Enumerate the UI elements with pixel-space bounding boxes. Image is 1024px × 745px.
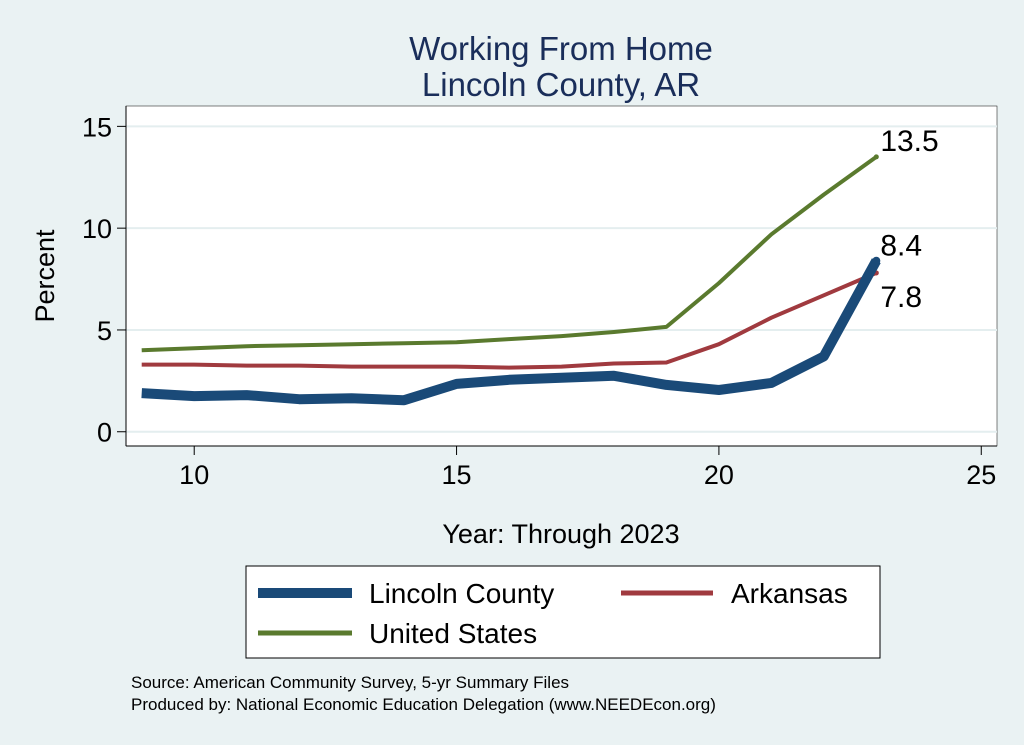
y-axis-ticks: 0 5 10 15 bbox=[82, 112, 126, 448]
end-label-united-states: 13.5 bbox=[880, 125, 938, 158]
x-axis-ticks: 10 15 20 25 bbox=[179, 446, 996, 490]
legend-label-arkansas: Arkansas bbox=[731, 578, 848, 609]
x-tick-label-15: 15 bbox=[442, 460, 472, 490]
legend-label-lincoln-county: Lincoln County bbox=[369, 578, 554, 609]
legend: Lincoln County Arkansas United States bbox=[258, 578, 848, 649]
end-label-lincoln-county: 8.4 bbox=[880, 230, 922, 263]
chart-title: Working From Home bbox=[409, 30, 713, 67]
x-tick-label-20: 20 bbox=[704, 460, 734, 490]
series-line-arkansas bbox=[141, 271, 878, 370]
y-axis-title: Percent bbox=[30, 229, 60, 323]
producer-note: Produced by: National Economic Education… bbox=[131, 695, 716, 714]
series-end-marker-united-states bbox=[873, 154, 879, 160]
x-tick-label-25: 25 bbox=[966, 460, 996, 490]
end-labels: 8.4 7.8 13.5 bbox=[880, 125, 938, 314]
source-note: Source: American Community Survey, 5-yr … bbox=[131, 673, 569, 692]
chart-subtitle: Lincoln County, AR bbox=[422, 66, 700, 103]
series-end-marker-lincoln-county bbox=[872, 256, 881, 265]
x-axis-title: Year: Through 2023 bbox=[442, 519, 679, 549]
series-lines bbox=[141, 154, 881, 406]
y-tick-label-10: 10 bbox=[82, 214, 112, 244]
plot-area bbox=[125, 105, 998, 447]
end-label-arkansas: 7.8 bbox=[880, 281, 922, 314]
legend-label-united-states: United States bbox=[369, 618, 537, 649]
y-tick-label-15: 15 bbox=[82, 112, 112, 142]
series-line-united-states bbox=[141, 155, 878, 353]
x-tick-label-10: 10 bbox=[179, 460, 209, 490]
y-tick-label-5: 5 bbox=[97, 316, 112, 346]
gridlines bbox=[126, 125, 997, 433]
y-tick-label-0: 0 bbox=[97, 418, 112, 448]
series-line-lincoln-county bbox=[141, 258, 881, 406]
legend-box bbox=[245, 565, 881, 659]
